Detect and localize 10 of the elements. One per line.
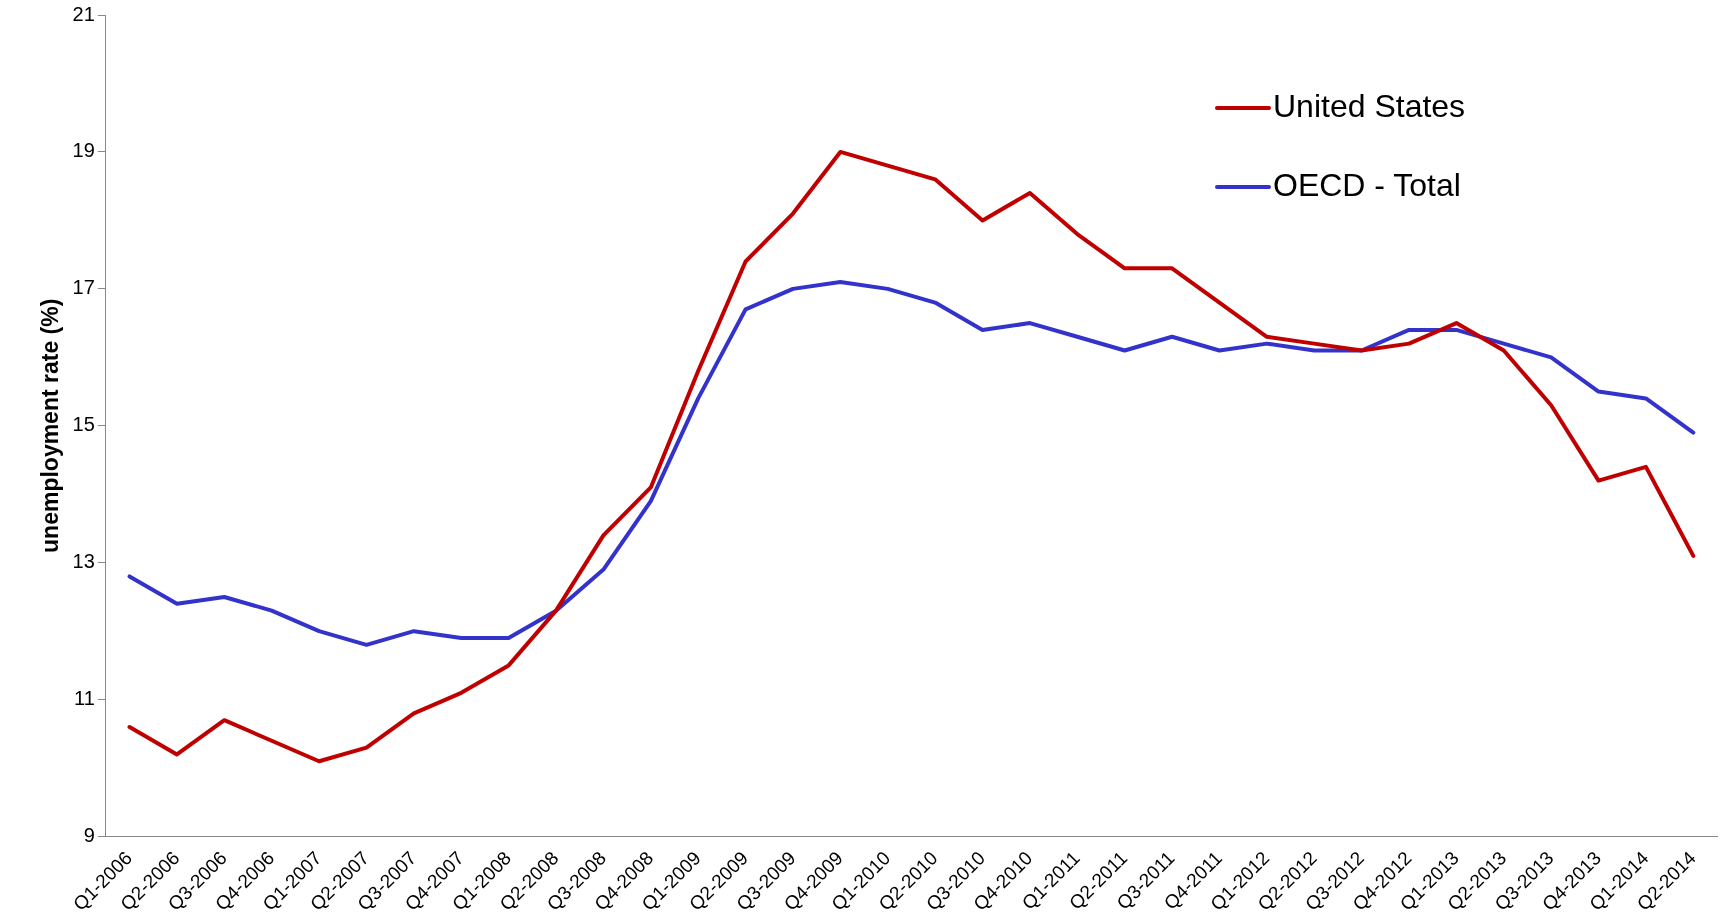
- legend-label: United States: [1273, 87, 1466, 124]
- y-tick-label: 19: [72, 139, 95, 162]
- y-tick-label: 9: [83, 824, 95, 847]
- y-tick-label: 13: [72, 550, 95, 573]
- legend-label: OECD - Total: [1273, 166, 1461, 203]
- y-tick-label: 21: [72, 2, 95, 25]
- y-tick-label: 11: [74, 687, 95, 710]
- y-axis-title: unemployment rate (%): [37, 298, 64, 553]
- y-tick-label: 17: [72, 276, 95, 299]
- y-tick-label: 15: [72, 413, 95, 436]
